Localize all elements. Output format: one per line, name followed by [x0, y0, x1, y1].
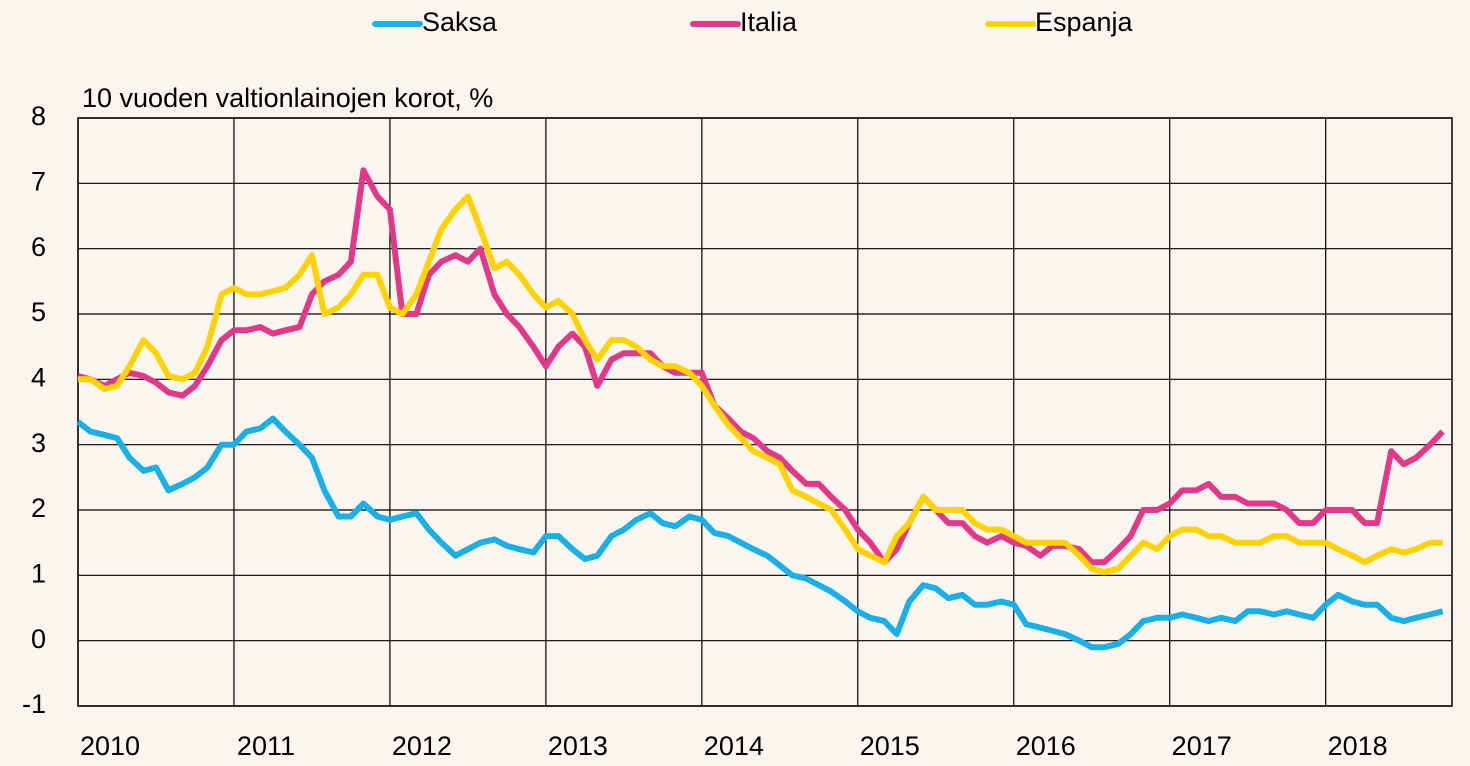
series-line — [78, 193, 1443, 576]
legend-label: Italia — [740, 7, 798, 37]
x-tick-label: 2017 — [1172, 731, 1232, 761]
y-tick-label: 7 — [31, 166, 46, 196]
x-tick-label: 2014 — [704, 731, 764, 761]
y-tick-label: 2 — [31, 493, 46, 523]
x-tick-label: 2013 — [548, 731, 608, 761]
y-tick-label: 8 — [31, 101, 46, 131]
x-tick-label: 2011 — [237, 731, 295, 761]
y-tick-label: -1 — [22, 689, 46, 719]
x-tick-label: 2018 — [1328, 731, 1388, 761]
x-tick-label: 2012 — [392, 731, 452, 761]
y-tick-label: 0 — [31, 624, 46, 654]
x-tick-label: 2016 — [1016, 731, 1076, 761]
series-line — [77, 167, 1445, 566]
legend-label: Saksa — [422, 7, 498, 37]
x-tick-label: 2010 — [80, 731, 140, 761]
x-tick-label: 2015 — [860, 731, 920, 761]
y-tick-label: 5 — [31, 297, 46, 327]
legend-label: Espanja — [1035, 7, 1134, 37]
y-tick-label: 4 — [31, 362, 46, 392]
series-line — [76, 415, 1444, 651]
y-tick-label: 3 — [31, 428, 46, 458]
y-tick-label: 1 — [31, 558, 46, 588]
y-tick-label: 6 — [31, 232, 46, 262]
chart-title: 10 vuoden valtionlainojen korot, % — [82, 83, 493, 113]
plot-border — [77, 117, 1453, 707]
